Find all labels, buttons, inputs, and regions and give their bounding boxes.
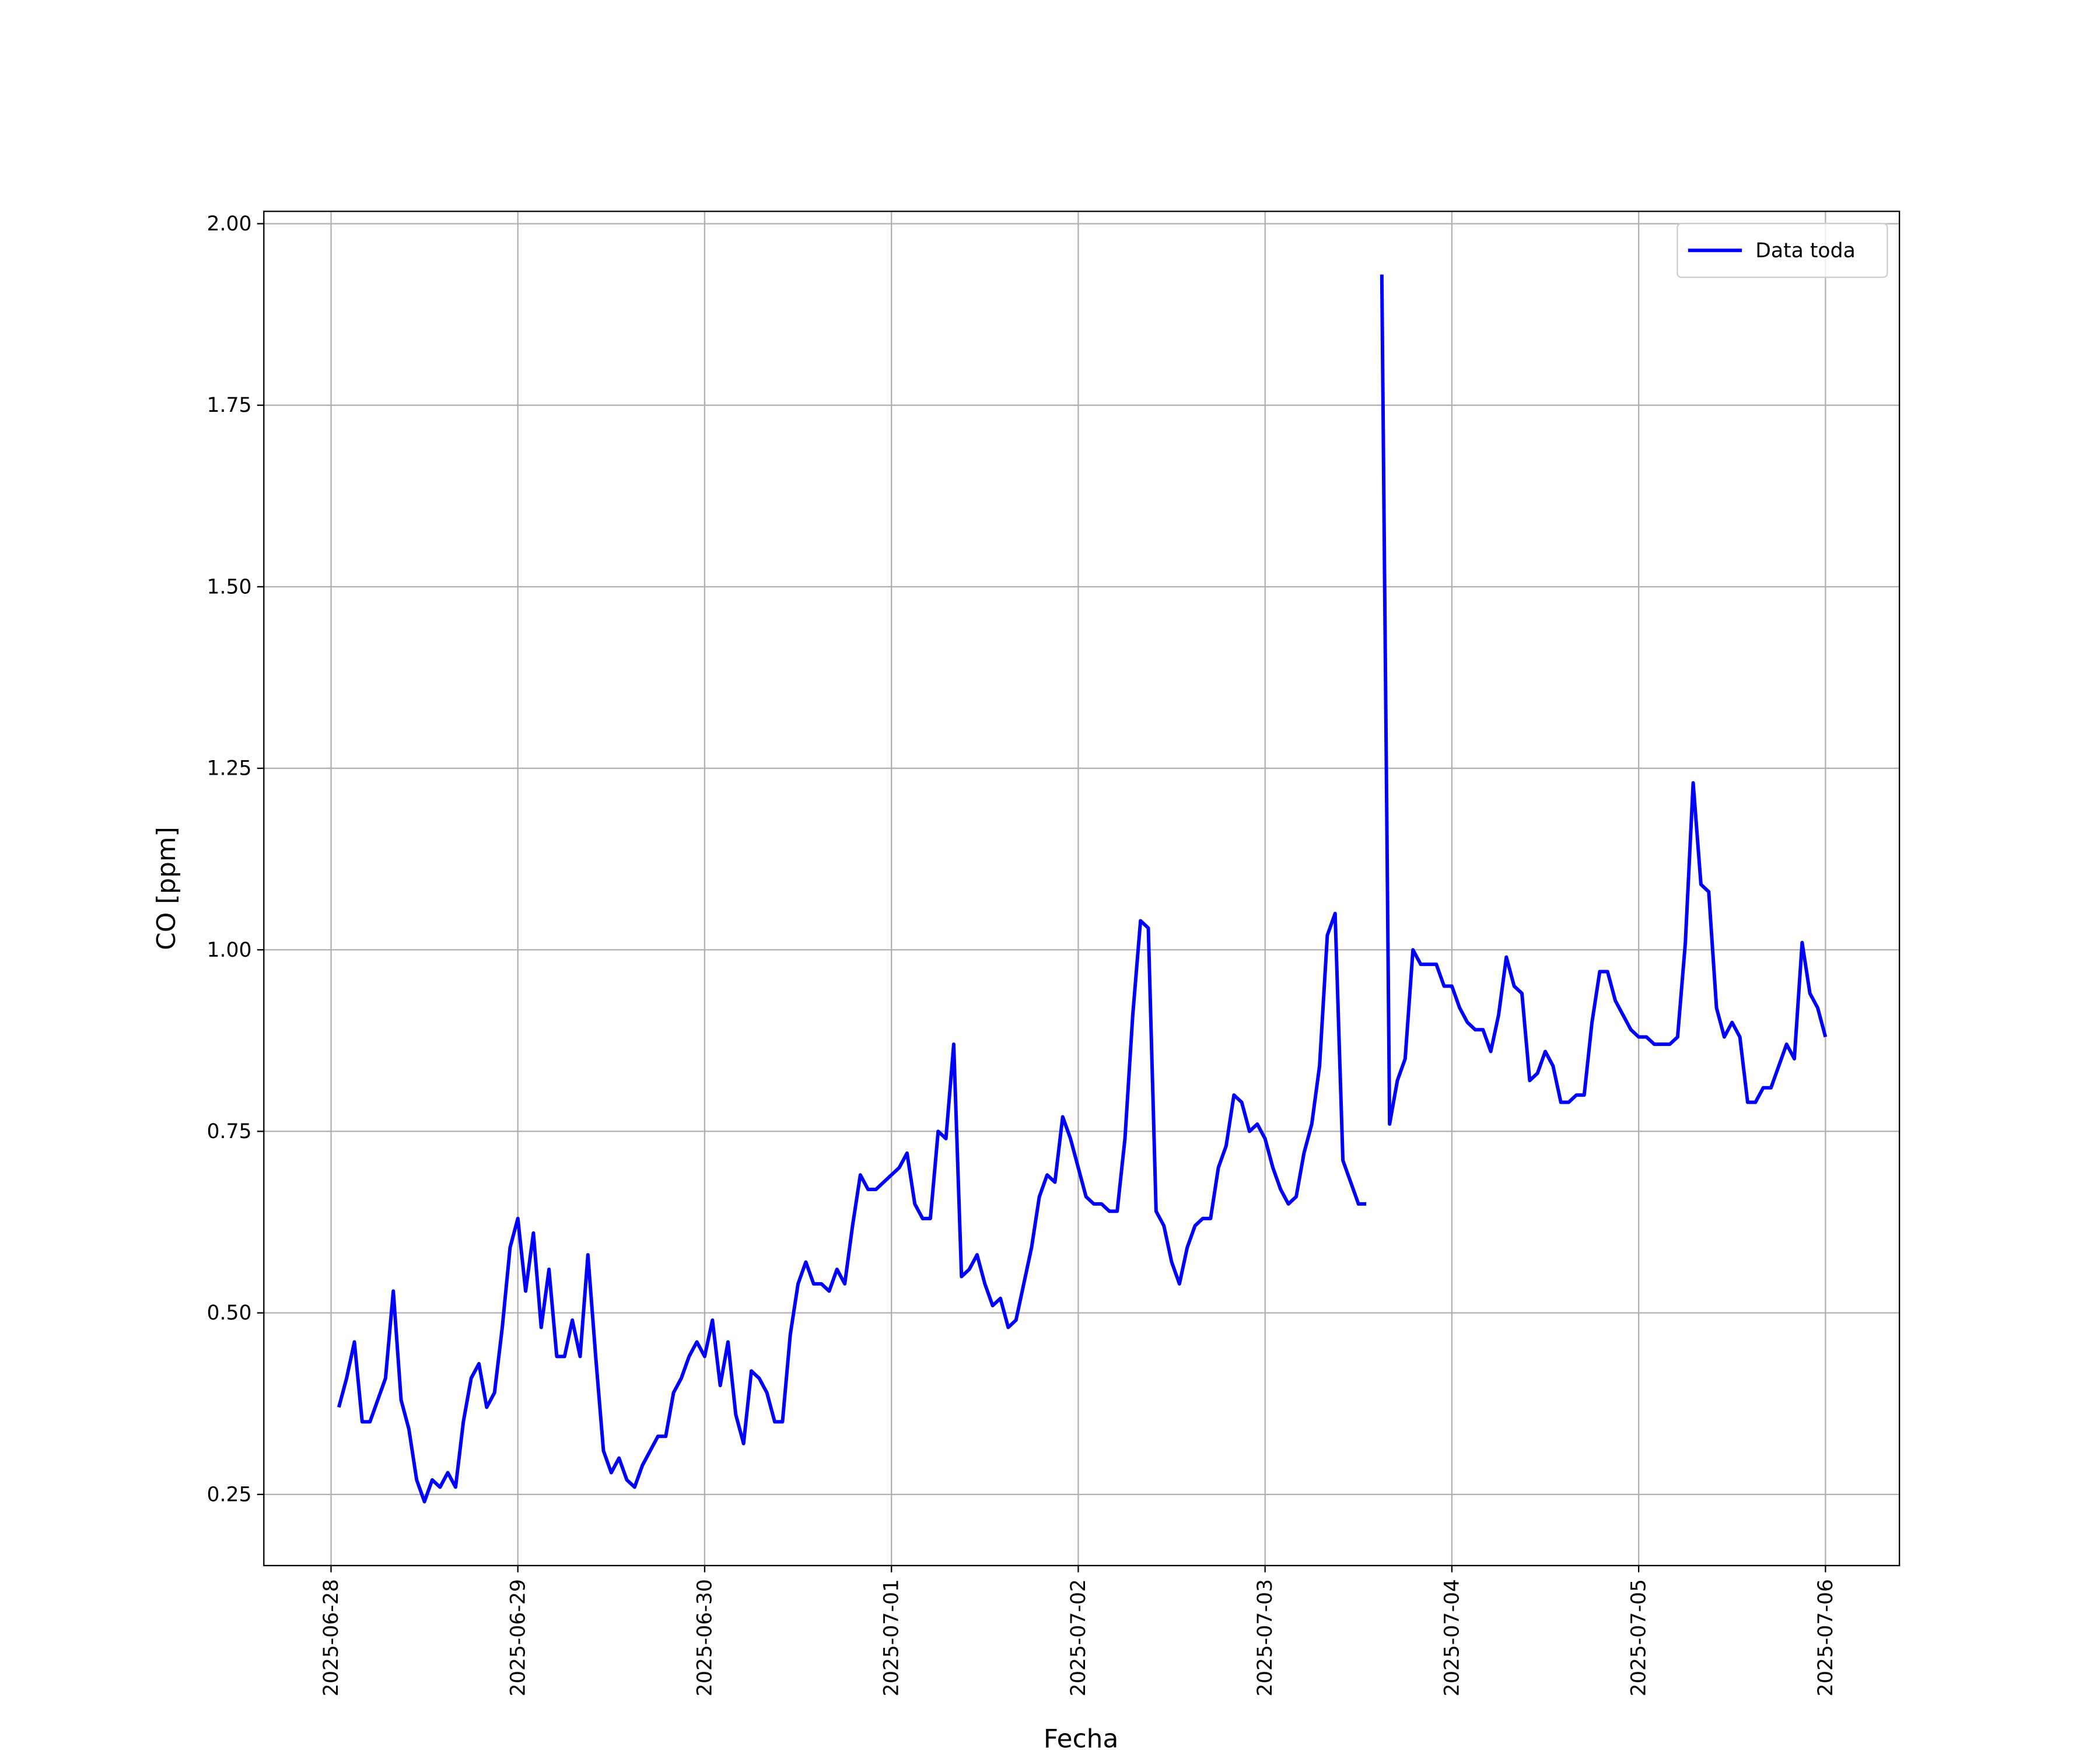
legend-label: Data toda bbox=[1755, 239, 1856, 262]
data-line bbox=[337, 274, 1828, 1504]
x-tick-label: 2025-06-30 bbox=[694, 1579, 717, 1696]
y-axis-label: CO [ppm] bbox=[152, 827, 181, 950]
y-tick-label: 0.25 bbox=[206, 1483, 251, 1506]
x-tick-label: 2025-07-05 bbox=[1628, 1579, 1651, 1696]
x-tick-label: 2025-07-04 bbox=[1440, 1579, 1464, 1696]
x-tick-label: 2025-07-02 bbox=[1067, 1579, 1090, 1696]
grid bbox=[264, 211, 1900, 1566]
x-axis-label: Fecha bbox=[1044, 1724, 1119, 1750]
x-tick-label: 2025-07-01 bbox=[880, 1579, 904, 1696]
y-tick-label: 0.50 bbox=[206, 1301, 251, 1325]
y-tick-label: 0.75 bbox=[206, 1120, 251, 1143]
x-tick-label: 2025-06-29 bbox=[506, 1579, 530, 1696]
x-tick-label: 2025-07-03 bbox=[1254, 1579, 1277, 1696]
y-tick-label: 1.50 bbox=[206, 575, 251, 598]
x-tick-label: 2025-07-06 bbox=[1814, 1579, 1838, 1696]
plot bbox=[337, 274, 1828, 1504]
legend: Data toda bbox=[1676, 222, 1888, 278]
x-tick-label: 2025-06-28 bbox=[320, 1579, 343, 1696]
y-tick-label: 1.25 bbox=[206, 757, 251, 780]
legend-box bbox=[1676, 222, 1888, 278]
axes-frame bbox=[263, 211, 1901, 1566]
y-tick-label: 1.00 bbox=[206, 939, 251, 962]
y-tick-label: 1.75 bbox=[206, 394, 251, 417]
ticks: 0.25 0.50 0.75 1.00 1.25 1.50 1.75 2.00 2025-06-… bbox=[206, 212, 1837, 1696]
y-tick-label: 2.00 bbox=[206, 212, 251, 236]
